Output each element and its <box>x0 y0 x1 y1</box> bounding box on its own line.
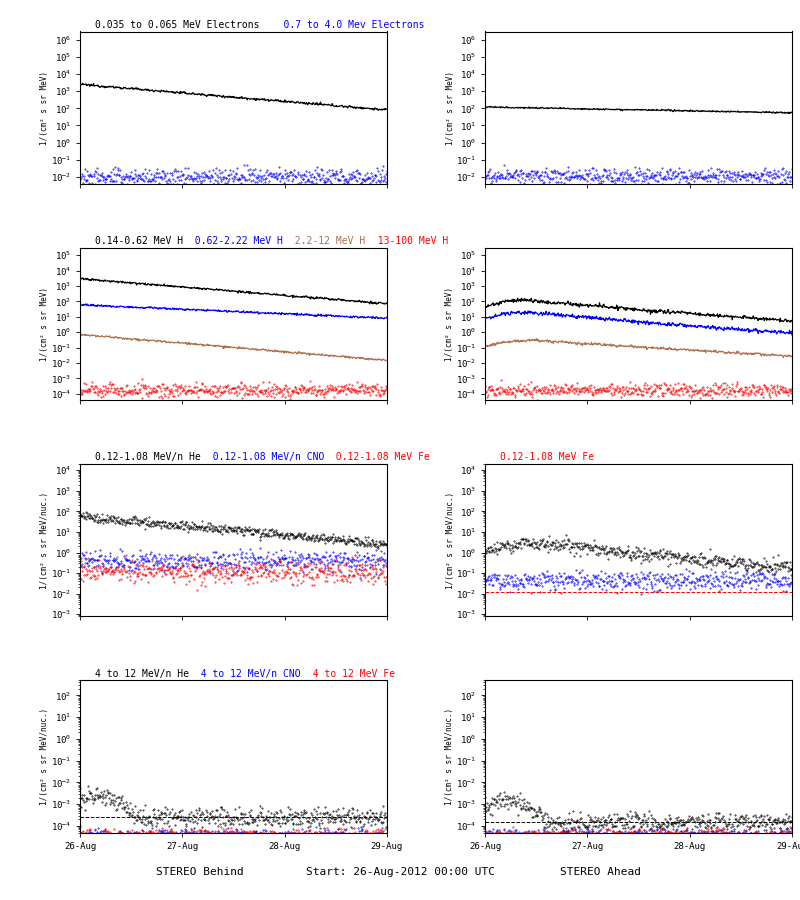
Text: 0.7 to 4.0 Mev Electrons: 0.7 to 4.0 Mev Electrons <box>260 20 424 30</box>
Y-axis label: 1/(cm² s sr MeV/nuc.): 1/(cm² s sr MeV/nuc.) <box>446 491 454 589</box>
Text: 0.12-1.08 MeV/n CNO: 0.12-1.08 MeV/n CNO <box>201 453 325 463</box>
Text: 0.12-1.08 MeV Fe: 0.12-1.08 MeV Fe <box>501 453 594 463</box>
Text: Start: 26-Aug-2012 00:00 UTC: Start: 26-Aug-2012 00:00 UTC <box>306 867 494 877</box>
Text: 2.2-12 MeV H: 2.2-12 MeV H <box>283 236 366 247</box>
Text: 0.62-2.22 MeV H: 0.62-2.22 MeV H <box>183 236 283 247</box>
Y-axis label: 1/(cm² s sr MeV): 1/(cm² s sr MeV) <box>41 70 50 145</box>
Text: STEREO Behind: STEREO Behind <box>156 867 244 877</box>
Text: 13-100 MeV H: 13-100 MeV H <box>366 236 448 247</box>
Y-axis label: 1/(cm² s sr MeV/nuc.): 1/(cm² s sr MeV/nuc.) <box>40 707 50 805</box>
Y-axis label: 1/(cm² s sr MeV): 1/(cm² s sr MeV) <box>446 70 454 145</box>
Y-axis label: 1/(cm² s sr MeV): 1/(cm² s sr MeV) <box>446 287 454 361</box>
Y-axis label: 1/(cm² s sr MeV/nuc.): 1/(cm² s sr MeV/nuc.) <box>41 491 50 589</box>
Text: 4 to 12 MeV/n CNO: 4 to 12 MeV/n CNO <box>190 669 301 679</box>
Text: 4 to 12 MeV Fe: 4 to 12 MeV Fe <box>301 669 395 679</box>
Text: STEREO Ahead: STEREO Ahead <box>559 867 641 877</box>
Text: 0.12-1.08 MeV/n He: 0.12-1.08 MeV/n He <box>95 453 201 463</box>
Y-axis label: 1/(cm² s sr MeV/nuc.): 1/(cm² s sr MeV/nuc.) <box>446 707 454 805</box>
Y-axis label: 1/(cm² s sr MeV): 1/(cm² s sr MeV) <box>40 287 50 361</box>
Text: 0.14-0.62 MeV H: 0.14-0.62 MeV H <box>95 236 183 247</box>
Text: 0.035 to 0.065 MeV Electrons: 0.035 to 0.065 MeV Electrons <box>95 20 260 30</box>
Text: 0.12-1.08 MeV Fe: 0.12-1.08 MeV Fe <box>325 453 430 463</box>
Text: 4 to 12 MeV/n He: 4 to 12 MeV/n He <box>95 669 190 679</box>
